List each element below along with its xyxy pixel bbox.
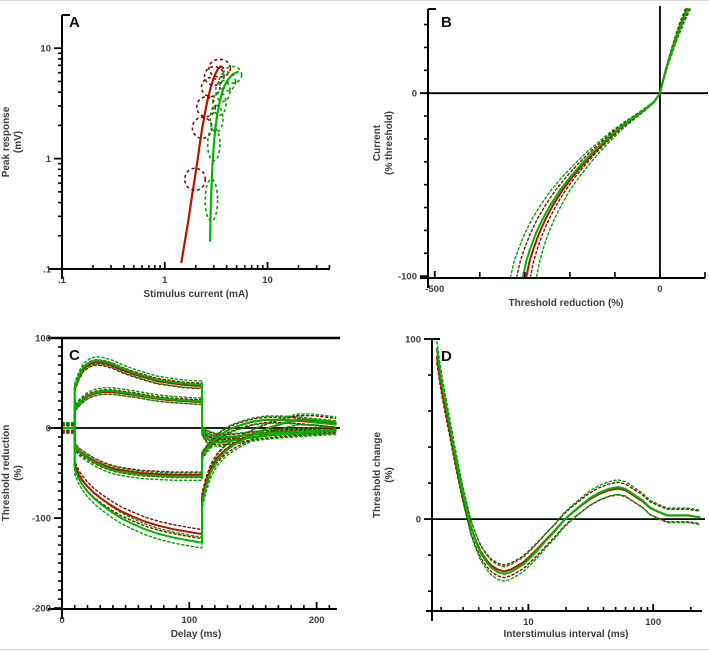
y-tick-label: -200: [32, 604, 51, 615]
sr-loop-13: [222, 65, 243, 84]
panel-D-axes: 10 100 100 0: [405, 335, 702, 628]
sr-loop-8: [206, 126, 221, 162]
series-te-depol20-control-sd-up: [61, 389, 337, 436]
panel-B-x-axis-title: Threshold reduction (%): [509, 298, 624, 309]
panel-label-B: B: [441, 14, 452, 31]
panel-D-series: [435, 341, 701, 582]
series-recovery-control: [435, 356, 701, 573]
x-tick-label: .1: [58, 275, 67, 286]
panel-A-axes: .1 1 10 .1 1 10: [40, 14, 331, 286]
y-tick-label: -100: [398, 272, 417, 283]
series-stimulus-response-test: [209, 70, 239, 242]
y-tick-label: .1: [43, 265, 52, 276]
series-te-depol40-test: [61, 359, 337, 444]
panel-C-x-axis-title: Delay (ms): [171, 629, 222, 640]
panel-C-axes: 0 100 200 100 0 -100 -200: [32, 334, 337, 626]
sr-loop-4: [200, 76, 221, 98]
panel-D: 10 100 100 0 Interstimulus interval (ms) Thre…: [372, 335, 705, 640]
x-tick-label: 10: [523, 617, 534, 628]
series-te-hyper20-test-sd-up: [61, 415, 337, 474]
sr-loop-1: [183, 167, 207, 192]
y-tick-label: 0: [412, 89, 417, 100]
series-recovery-test: [435, 347, 701, 575]
series-recovery-test-sd-dn: [436, 355, 701, 582]
panel-A-y-axis-title: Peak response(mV): [1, 106, 24, 177]
x-tick-label: 0: [657, 284, 662, 295]
x-tick-label: 1: [162, 275, 168, 286]
sr-loop-6: [208, 58, 232, 78]
panel-label-C: C: [69, 347, 80, 364]
panel-label-A: A: [69, 14, 80, 31]
panel-C-y-axis-title: Threshold reduction(%): [1, 425, 24, 522]
series-current-threshold-test-sd-inner: [536, 8, 686, 277]
y-tick-label: 100: [405, 335, 421, 346]
x-tick-label: 200: [309, 615, 325, 626]
series-recovery-control-sd-up: [436, 350, 701, 566]
panel-label-D: D: [441, 348, 452, 365]
panel-B-axes: -500 0 0 -100: [398, 8, 706, 295]
x-tick-label: 10: [262, 275, 273, 286]
panel-B-y-axis-title: Current(% threshold): [372, 111, 395, 175]
y-tick-label: 10: [40, 44, 51, 55]
y-tick-label: 1: [46, 154, 52, 165]
panel-C-reference-lines: [48, 336, 340, 429]
x-tick-label: 0: [59, 615, 64, 626]
series-recovery-control-sd-dn: [436, 362, 701, 579]
series-te-depol20-test: [61, 389, 337, 439]
sr-loop-9: [209, 104, 224, 133]
x-tick-label: -500: [425, 284, 444, 295]
panel-C: 0 100 200 100 0 -100 -200 Delay (ms) Threshold r…: [1, 334, 340, 640]
panel-C-series: [61, 356, 337, 549]
y-tick-label: 0: [46, 424, 51, 435]
panel-A-series: [180, 65, 239, 264]
x-tick-label: 100: [181, 615, 197, 626]
series-te-depol20-test-sd-up: [61, 387, 337, 435]
series-te-hyper40-control-sd-dn: [61, 424, 337, 539]
series-te-hyper40-test: [61, 418, 337, 544]
series-te-hyper20-test-sd-dn: [61, 422, 337, 481]
panel-B-reference-lines: [420, 6, 708, 278]
series-te-hyper40-test-sd-dn: [61, 424, 337, 549]
sr-loop-10: [211, 91, 227, 116]
sr-loop-11: [214, 79, 231, 103]
sr-loop-12: [218, 71, 237, 92]
y-tick-label: 100: [35, 334, 51, 345]
sr-loop-7: [204, 178, 219, 222]
panel-D-x-axis-title: Interstimulus interval (ms): [503, 629, 628, 640]
panel-A-x-axis-title: Stimulus current (mA): [143, 289, 248, 300]
sr-loop-3: [195, 96, 217, 118]
y-tick-label: -100: [32, 514, 51, 525]
series-current-threshold-test: [522, 8, 689, 278]
y-tick-label: 0: [416, 515, 421, 526]
series-current-threshold-control: [525, 8, 689, 278]
series-te-hyper20-test: [61, 418, 337, 478]
series-stimulus-response-control: [180, 65, 225, 264]
panel-D-y-axis-title: Threshold change(%): [372, 432, 395, 519]
x-tick-label: 100: [645, 617, 661, 628]
panel-B: -500 0 0 -100 Threshold reduction (%) Current…: [372, 6, 708, 309]
series-recovery-test-sd-up: [436, 341, 701, 568]
panel-B-series: [510, 8, 692, 278]
panel-A: .1 1 10 .1 1 10 Stimulus current (mA) Peak resp…: [1, 14, 331, 300]
